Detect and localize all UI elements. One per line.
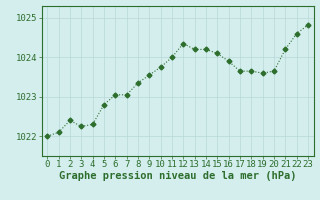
X-axis label: Graphe pression niveau de la mer (hPa): Graphe pression niveau de la mer (hPa) bbox=[59, 171, 296, 181]
